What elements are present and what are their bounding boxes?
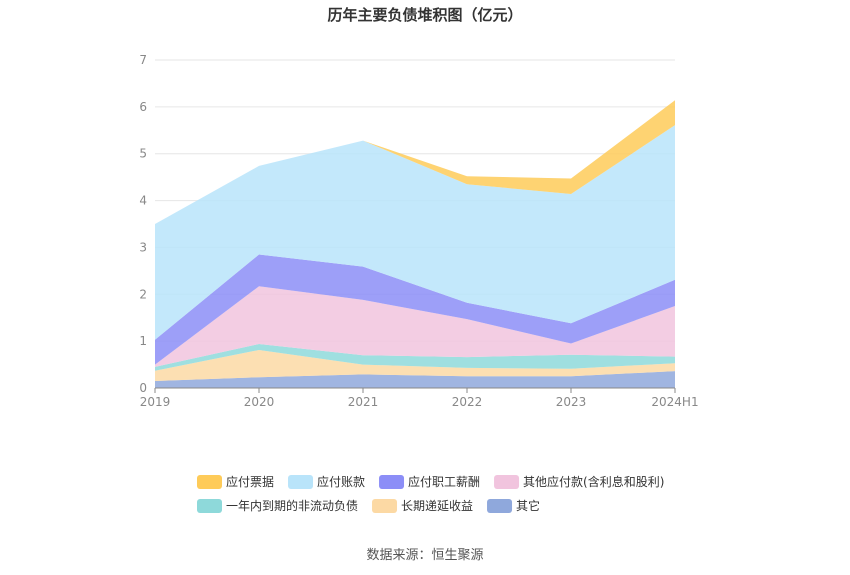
y-tick-label: 2 (139, 287, 147, 301)
axis-layer: 0 1 2 3 4 5 6 7 2019 2020 2021 2022 2023 2024H1 (139, 53, 698, 409)
legend-swatch (197, 499, 222, 513)
area-series-0 (155, 371, 675, 388)
legend-label: 其它 (516, 498, 540, 513)
area-series-4 (155, 254, 675, 365)
area-series-1 (155, 350, 675, 381)
y-tick-label: 6 (139, 100, 147, 114)
x-tick-label: 2020 (244, 395, 275, 409)
area-series-3 (155, 286, 675, 367)
legend-swatch (288, 475, 314, 489)
legend-label: 应付票据 (226, 474, 274, 489)
x-tick-label: 2022 (452, 395, 483, 409)
legend-label: 应付职工薪酬 (408, 474, 480, 489)
y-tick-label: 7 (139, 53, 147, 67)
y-tick-label: 0 (139, 381, 147, 395)
legend: 应付票据 应付账款 应付职工薪酬 其他应付款(含利息和股利) 一年内到期的非流动负债 长期… (197, 474, 664, 513)
area-series-2 (155, 344, 675, 371)
legend-label: 长期递延收益 (401, 499, 473, 513)
legend-swatch (197, 475, 222, 489)
x-tick-label: 2024H1 (651, 395, 698, 409)
area-series-6 (155, 100, 675, 224)
y-tick-label: 3 (139, 240, 147, 254)
legend-swatch (494, 475, 520, 489)
legend-swatch (379, 475, 405, 489)
x-tick-label: 2021 (348, 395, 379, 409)
legend-label: 一年内到期的非流动负债 (226, 498, 358, 513)
y-tick-label: 5 (139, 147, 147, 161)
source-note: 数据来源：恒生聚源 (366, 548, 483, 563)
x-tick-label: 2023 (556, 395, 587, 409)
chart-title: 历年主要负债堆积图（亿元） (327, 6, 522, 24)
legend-label: 应付账款 (317, 474, 365, 489)
x-tick-label: 2019 (140, 395, 171, 409)
legend-label: 其他应付款(含利息和股利) (523, 474, 664, 489)
y-tick-label: 1 (139, 334, 147, 348)
area-series-5 (155, 125, 675, 340)
legend-swatch (372, 499, 398, 513)
legend-swatch (487, 499, 513, 513)
y-tick-label: 4 (139, 194, 147, 208)
area-layer (155, 100, 675, 388)
